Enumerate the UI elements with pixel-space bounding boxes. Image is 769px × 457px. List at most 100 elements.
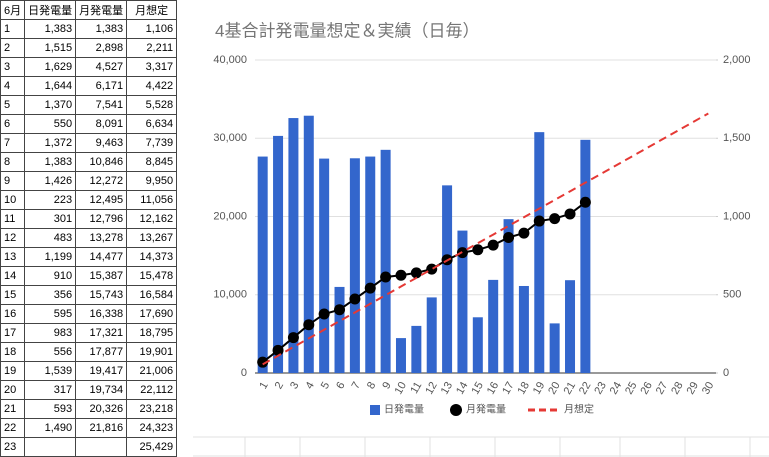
cell[interactable]: 16,584 [126,285,178,305]
cell[interactable]: 9 [0,171,26,191]
cell[interactable]: 19 [0,361,26,381]
cell[interactable]: 2 [0,38,26,58]
cell[interactable]: 6,171 [75,76,128,96]
cell[interactable]: 14,477 [75,247,128,267]
cell[interactable]: 20,326 [75,399,128,419]
cell[interactable]: 17,877 [75,342,128,362]
x-tick-label: 19 [531,380,548,397]
cell[interactable]: 21,816 [75,418,128,438]
cell[interactable]: 6 [0,114,26,134]
cell[interactable]: 12 [0,228,26,248]
cell[interactable]: 23,218 [126,399,178,419]
cell[interactable]: 3 [0,57,26,77]
cell[interactable]: 1,629 [24,57,77,77]
cell[interactable]: 12,272 [75,171,128,191]
cell[interactable]: 2,211 [126,38,178,58]
cell[interactable]: 15,478 [126,266,178,286]
cell[interactable]: 6,634 [126,114,178,134]
cell[interactable]: 9,463 [75,133,128,153]
cell[interactable]: 12,796 [75,209,128,229]
cell[interactable]: 15,743 [75,285,128,305]
cell[interactable]: 15,387 [75,266,128,286]
cell[interactable]: 356 [24,285,77,305]
cell[interactable]: 11,056 [126,190,178,210]
cell[interactable]: 22 [0,418,26,438]
cell[interactable]: 1,383 [24,19,77,39]
cell[interactable]: 17,690 [126,304,178,324]
cell[interactable]: 1,372 [24,133,77,153]
cell[interactable]: 19,417 [75,361,128,381]
cell[interactable]: 13,267 [126,228,178,248]
cell[interactable]: 1,370 [24,95,77,115]
cell[interactable]: 13,278 [75,228,128,248]
x-tick-label: 3 [288,380,301,391]
cell[interactable] [75,437,128,457]
cell[interactable]: 月想定 [126,0,178,20]
cell[interactable]: 16 [0,304,26,324]
cell[interactable]: 550 [24,114,77,134]
cell[interactable]: 910 [24,266,77,286]
cell[interactable]: 13 [0,247,26,267]
cell[interactable]: 1,515 [24,38,77,58]
cell[interactable]: 18,795 [126,323,178,343]
cell[interactable]: 16,338 [75,304,128,324]
cell[interactable]: 19,734 [75,380,128,400]
x-tick-label: 18 [516,380,533,397]
cell[interactable]: 日発電量 [24,0,77,20]
cell[interactable]: 8,845 [126,152,178,172]
cell[interactable]: 1,383 [24,152,77,172]
cell[interactable]: 10 [0,190,26,210]
cell[interactable]: 8 [0,152,26,172]
cell[interactable]: 223 [24,190,77,210]
cell[interactable]: 22,112 [126,380,178,400]
cell[interactable]: 483 [24,228,77,248]
cell[interactable]: 21 [0,399,26,419]
cell[interactable]: 1,644 [24,76,77,96]
cell[interactable]: 19,901 [126,342,178,362]
cell[interactable]: 983 [24,323,77,343]
cell[interactable]: 7,541 [75,95,128,115]
cell[interactable]: 317 [24,380,77,400]
cell[interactable]: 23 [0,437,26,457]
cell[interactable]: 25,429 [126,437,178,457]
cell[interactable]: 12,162 [126,209,178,229]
cell[interactable]: 20 [0,380,26,400]
cell[interactable]: 1,106 [126,19,178,39]
cell[interactable] [24,437,77,457]
cell[interactable]: 1,539 [24,361,77,381]
cell[interactable]: 24,323 [126,418,178,438]
cell[interactable]: 5,528 [126,95,178,115]
cell[interactable]: 1,199 [24,247,77,267]
cell[interactable]: 6月 [0,0,26,20]
cell[interactable]: 1,426 [24,171,77,191]
cell[interactable]: 10,846 [75,152,128,172]
cell[interactable]: 4 [0,76,26,96]
cell[interactable]: 7,739 [126,133,178,153]
cell[interactable]: 15 [0,285,26,305]
cell[interactable]: 595 [24,304,77,324]
cell[interactable]: 8,091 [75,114,128,134]
cell[interactable]: 5 [0,95,26,115]
cell[interactable]: 1 [0,19,26,39]
cell[interactable]: 18 [0,342,26,362]
cell[interactable]: 4,422 [126,76,178,96]
cell[interactable]: 17 [0,323,26,343]
x-tick-label: 1 [257,380,270,391]
cell[interactable]: 1,383 [75,19,128,39]
cell[interactable]: 11 [0,209,26,229]
cell[interactable]: 9,950 [126,171,178,191]
cell[interactable]: 14,373 [126,247,178,267]
cell[interactable]: 17,321 [75,323,128,343]
cell[interactable]: 21,006 [126,361,178,381]
cell[interactable]: 12,495 [75,190,128,210]
cell[interactable]: 556 [24,342,77,362]
cell[interactable]: 14 [0,266,26,286]
cell[interactable]: 7 [0,133,26,153]
cell[interactable]: 1,490 [24,418,77,438]
cell[interactable]: 4,527 [75,57,128,77]
cell[interactable]: 3,317 [126,57,178,77]
cell[interactable]: 月発電量 [75,0,128,20]
cell[interactable]: 301 [24,209,77,229]
cell[interactable]: 593 [24,399,77,419]
cell[interactable]: 2,898 [75,38,128,58]
